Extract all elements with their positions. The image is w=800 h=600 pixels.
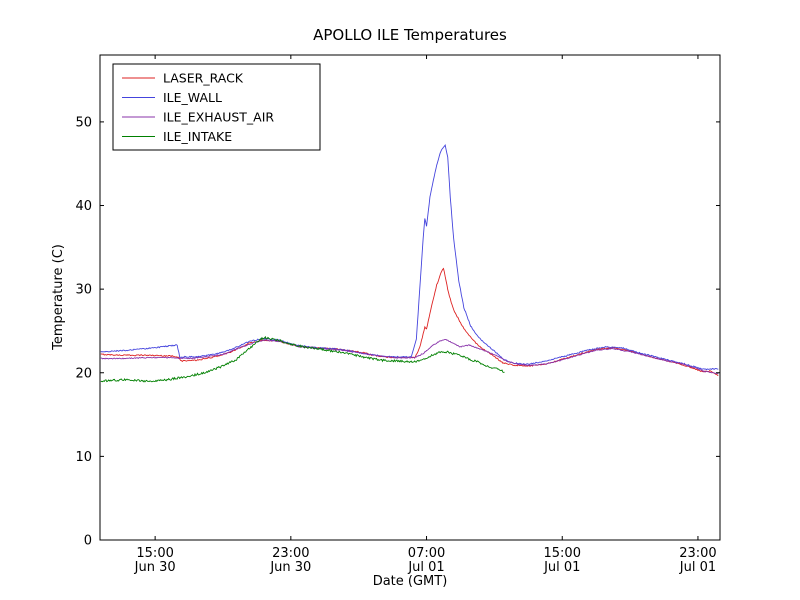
chart-title: APOLLO ILE Temperatures: [313, 26, 507, 44]
x-tick-label-date: Jul 01: [543, 560, 580, 575]
y-tick-label: 20: [75, 366, 92, 381]
x-tick-label-date: Jun 30: [134, 560, 176, 575]
axes-frame: [99, 54, 721, 541]
x-tick-label-time: 07:00: [408, 546, 445, 561]
y-tick-label: 50: [75, 115, 92, 130]
x-tick-label-time: 15:00: [136, 546, 173, 561]
y-tick-label: 30: [75, 283, 92, 298]
x-tick-label-date: Jul 01: [407, 560, 444, 575]
legend-label-LASER_RACK: LASER_RACK: [163, 71, 244, 86]
series-line-ILE_EXHAUST_AIR: [100, 338, 719, 375]
x-tick-label-time: 23:00: [272, 546, 309, 561]
y-tick-label: 0: [84, 534, 92, 549]
y-tick-label: 40: [75, 199, 92, 214]
legend-label-ILE_WALL: ILE_WALL: [163, 90, 222, 105]
legend-label-ILE_EXHAUST_AIR: ILE_EXHAUST_AIR: [163, 110, 274, 125]
legend-label-ILE_INTAKE: ILE_INTAKE: [163, 129, 232, 144]
series-line-ILE_WALL: [100, 144, 719, 371]
series-line-LASER_RACK: [100, 267, 719, 377]
x-axis-label: Date (GMT): [373, 574, 448, 589]
y-axis-label: Temperature (C): [51, 244, 66, 351]
x-tick-label-time: 15:00: [544, 546, 581, 561]
y-tick-label: 10: [75, 450, 92, 465]
x-tick-label-time: 23:00: [679, 546, 716, 561]
x-tick-label-date: Jun 30: [269, 560, 311, 575]
series-line-ILE_INTAKE: [100, 335, 505, 383]
x-tick-label-date: Jul 01: [679, 560, 716, 575]
